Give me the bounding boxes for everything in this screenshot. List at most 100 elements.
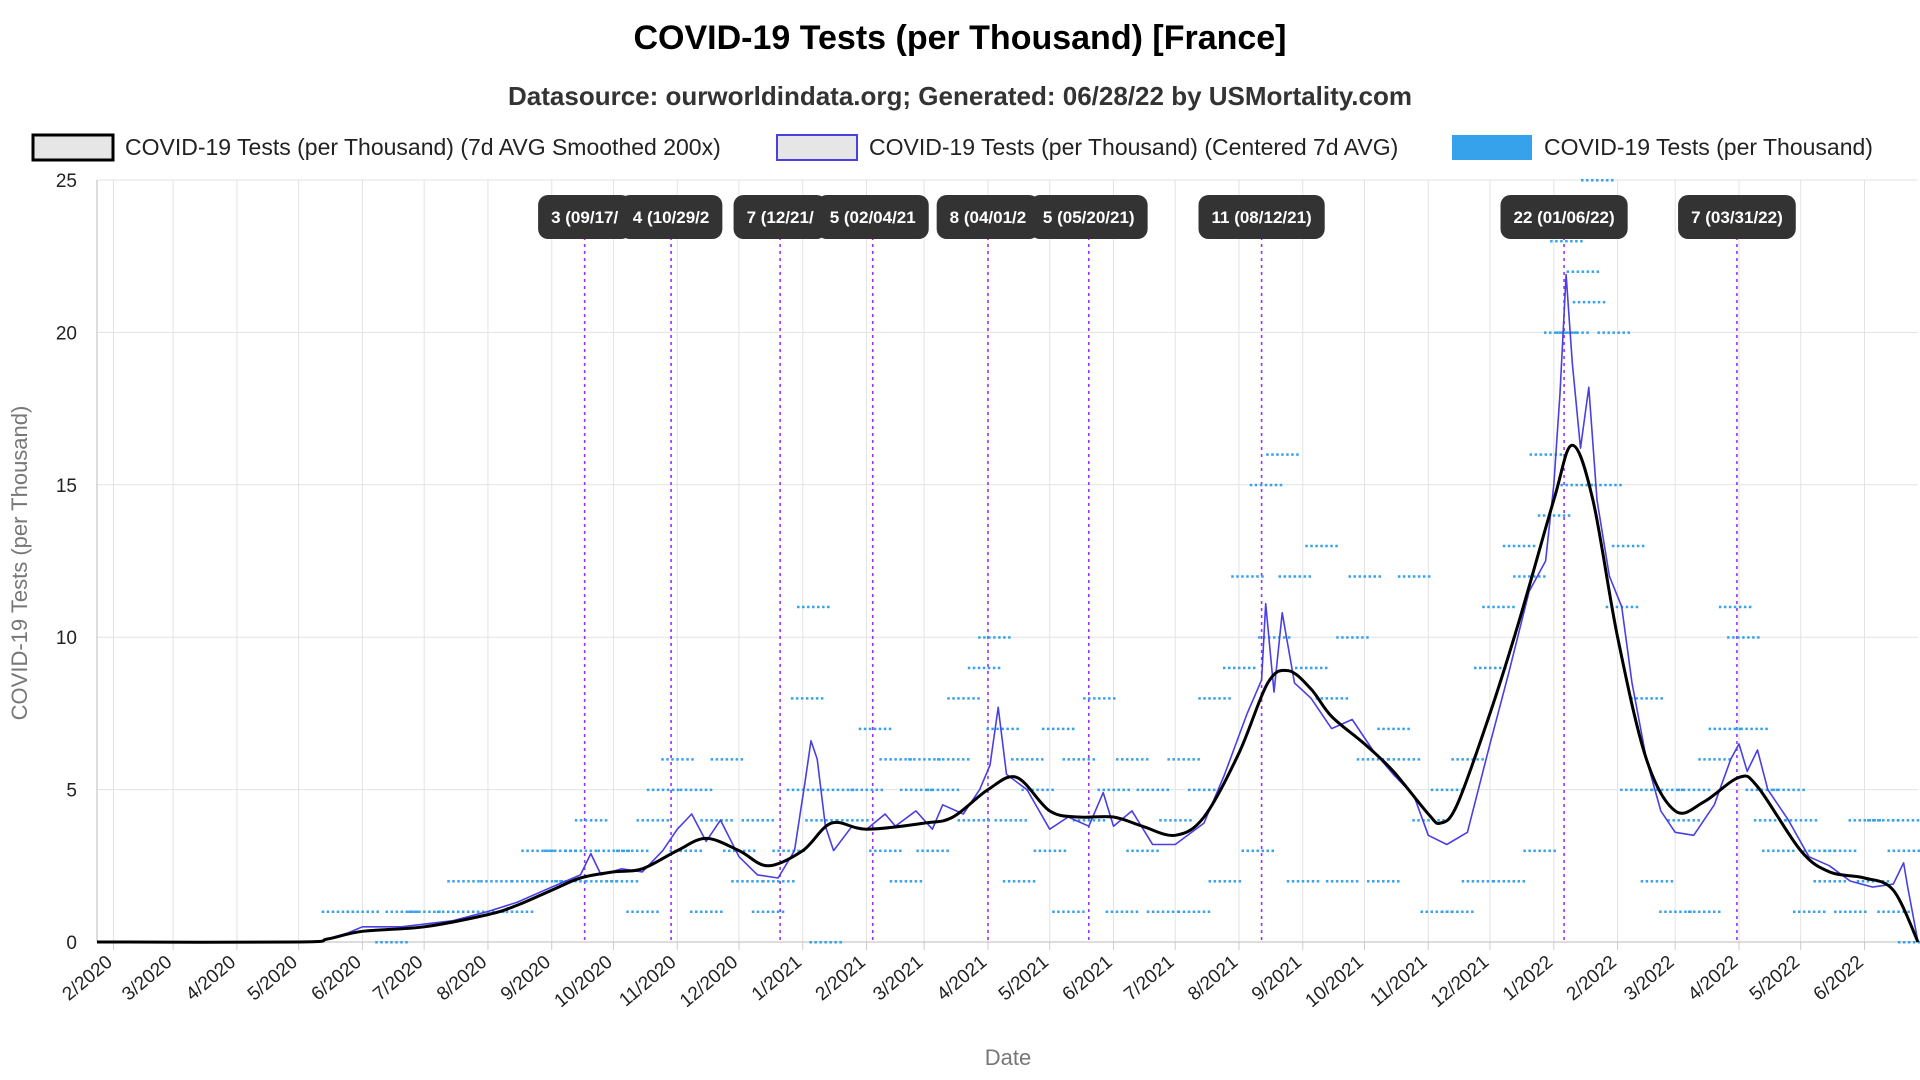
data-point-daily	[1565, 483, 1568, 487]
data-point-daily	[1484, 666, 1487, 670]
data-point-daily	[1441, 910, 1444, 914]
data-point-daily	[1559, 453, 1563, 456]
data-point-daily	[1330, 544, 1333, 548]
data-point-daily	[1427, 575, 1431, 578]
data-point-daily	[1767, 849, 1770, 853]
y-axis-title: COVID-19 Tests (per Thousand)	[7, 406, 32, 721]
data-point-daily	[1305, 544, 1308, 548]
data-point-daily	[1279, 483, 1283, 487]
x-tick-label: 5/2022	[1746, 952, 1804, 1005]
annotation-labels: 3 (09/17/4 (10/29/2 7 (12/21/5 (02/04/21 8…	[538, 195, 1796, 239]
data-point-daily	[1614, 483, 1617, 487]
data-point-daily	[1802, 788, 1805, 792]
data-point-daily	[972, 697, 975, 700]
data-point-daily	[1527, 544, 1531, 548]
legend-item-daily[interactable]: COVID-19 Tests (per Thousand)	[1452, 134, 1873, 160]
data-point-daily	[1789, 819, 1793, 822]
data-point-daily	[485, 880, 488, 883]
data-point-daily	[746, 819, 749, 822]
data-point-daily	[1856, 880, 1860, 883]
data-point-daily	[1461, 758, 1464, 761]
data-point-daily	[1502, 544, 1506, 548]
data-point-daily	[1528, 849, 1531, 853]
x-tick-label: 11/2020	[615, 952, 680, 1011]
data-point-daily	[1718, 758, 1721, 761]
data-point-daily	[605, 880, 609, 883]
data-point-daily	[1677, 819, 1680, 822]
data-point-daily	[1773, 819, 1777, 822]
data-point-daily	[792, 880, 795, 883]
x-tick-label: 11/2021	[1366, 952, 1431, 1011]
data-point-daily	[1295, 666, 1298, 670]
data-point-daily	[661, 819, 665, 822]
data-point-daily	[1494, 666, 1497, 670]
data-point-daily	[1636, 544, 1640, 548]
data-point-daily	[740, 758, 744, 761]
data-point-daily	[811, 788, 815, 792]
data-point-daily	[574, 849, 578, 853]
data-point-daily	[1164, 819, 1167, 822]
data-point-daily	[1387, 727, 1390, 731]
data-point-daily	[423, 910, 426, 914]
data-point-daily	[1351, 636, 1354, 639]
data-point-daily	[1041, 727, 1045, 731]
data-point-daily	[782, 849, 785, 853]
data-point-daily	[1672, 819, 1675, 822]
data-point-daily	[1640, 697, 1643, 700]
data-point-daily	[1599, 483, 1602, 487]
data-point-daily	[1703, 910, 1706, 914]
data-point-daily	[1316, 880, 1320, 883]
data-point-daily	[1797, 788, 1800, 792]
data-point-daily	[569, 849, 573, 853]
data-point-daily	[1340, 697, 1344, 700]
data-point-daily	[1287, 636, 1291, 639]
data-point-daily	[1621, 544, 1625, 548]
data-point-daily	[1232, 666, 1236, 670]
data-point-daily	[1417, 758, 1421, 761]
data-point-daily	[1161, 910, 1165, 914]
data-point-daily	[1897, 910, 1900, 914]
data-point-daily	[1032, 880, 1036, 883]
x-tick-label: 5/2021	[995, 952, 1053, 1005]
data-point-daily	[1320, 544, 1323, 548]
data-point-daily	[875, 788, 879, 792]
data-point-daily	[617, 849, 620, 853]
data-point-daily	[1008, 636, 1011, 639]
data-point-daily	[1407, 727, 1410, 731]
data-point-daily	[1733, 605, 1737, 609]
data-point-daily	[1207, 910, 1211, 914]
data-point-daily	[560, 880, 564, 883]
data-point-daily	[1110, 910, 1114, 914]
data-point-daily	[1487, 605, 1490, 609]
data-point-daily	[400, 941, 403, 944]
data-point-daily	[1917, 849, 1920, 853]
data-point-daily	[620, 849, 624, 853]
data-point-daily	[641, 910, 644, 914]
data-point-daily	[1330, 697, 1334, 700]
data-point-daily	[1687, 819, 1690, 822]
data-point-daily	[1161, 788, 1165, 792]
legend-item-centered[interactable]: COVID-19 Tests (per Thousand) (Centered …	[776, 134, 1398, 161]
data-point-daily	[1296, 453, 1299, 456]
data-point-daily	[490, 880, 493, 883]
data-point-daily	[1193, 788, 1196, 792]
data-point-daily	[594, 819, 598, 822]
data-point-daily	[1619, 483, 1622, 487]
x-tick-label: 12/2020	[676, 952, 742, 1012]
data-point-daily	[786, 788, 790, 792]
data-point-daily	[1611, 544, 1615, 548]
annotation-label: 5 (02/04/21	[816, 195, 929, 239]
data-point-daily	[899, 758, 902, 761]
data-point-daily	[1784, 819, 1788, 822]
data-point-daily	[836, 788, 840, 792]
data-point-daily	[1450, 788, 1454, 792]
data-point-daily	[1906, 819, 1910, 822]
legend-label-centered: COVID-19 Tests (per Thousand) (Centered …	[869, 134, 1398, 160]
data-point-daily	[1093, 697, 1096, 700]
data-point-daily	[415, 910, 419, 914]
data-point-daily	[736, 880, 739, 883]
legend-item-smoothed[interactable]: COVID-19 Tests (per Thousand) (7d AVG Sm…	[31, 133, 721, 162]
data-point-daily	[1397, 727, 1400, 731]
legend-label-smoothed: COVID-19 Tests (per Thousand) (7d AVG Sm…	[125, 134, 721, 160]
data-point-daily	[1611, 179, 1614, 182]
